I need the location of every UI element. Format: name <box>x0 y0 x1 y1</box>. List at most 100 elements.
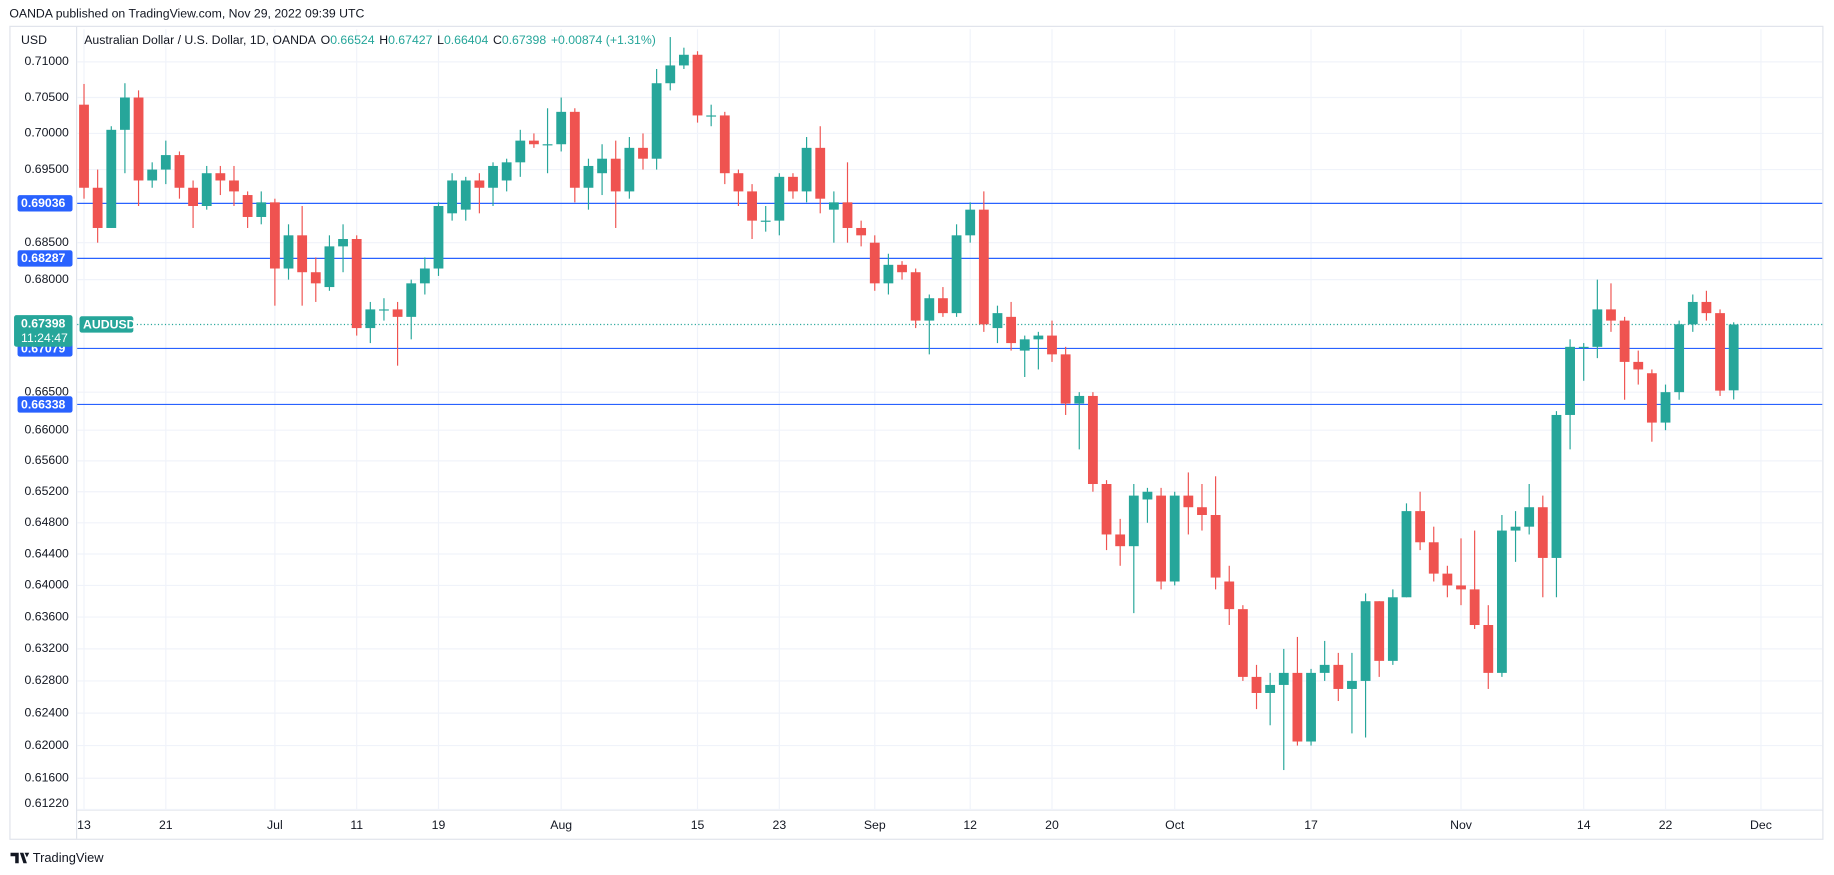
candle-body <box>447 180 458 214</box>
candle-body <box>106 129 117 228</box>
y-tick-label: 0.63600 <box>25 609 70 623</box>
candle-body <box>1551 414 1562 558</box>
candle-body <box>529 140 539 145</box>
candle-body <box>1401 511 1412 598</box>
candle-body <box>242 195 253 217</box>
y-tick-label: 0.68000 <box>25 272 70 286</box>
x-tick-label: Sep <box>864 818 886 832</box>
candle-body <box>1469 589 1480 626</box>
candle-body <box>1524 507 1535 527</box>
level-label: 0.68287 <box>21 251 66 265</box>
x-tick-label: 23 <box>773 818 787 832</box>
y-tick-label: 0.64000 <box>25 578 70 592</box>
y-tick-label: 0.64800 <box>25 515 70 529</box>
candle-body <box>1033 335 1044 340</box>
candle-body <box>1687 301 1698 325</box>
candle-body <box>978 209 989 325</box>
candle-body <box>692 54 703 116</box>
x-tick-label: 13 <box>77 818 91 832</box>
candle-body <box>1537 507 1548 558</box>
x-tick-label: 15 <box>691 818 705 832</box>
legend: Australian Dollar / U.S. Dollar, 1D, OAN… <box>84 33 656 47</box>
candle-body <box>788 176 798 192</box>
candle-body <box>460 180 471 210</box>
candle-body <box>1415 511 1426 543</box>
candle-body <box>1265 684 1276 693</box>
legend-key: L <box>437 33 444 47</box>
level-label-box <box>17 250 73 267</box>
levels-layer <box>77 202 1823 406</box>
legend-key: O <box>321 33 331 47</box>
candle-body <box>392 309 403 317</box>
candle-body <box>229 180 239 192</box>
candle-body <box>1646 373 1657 423</box>
candle-body <box>869 242 880 284</box>
candle-body <box>1578 346 1589 349</box>
x-tick-label: 17 <box>1304 818 1318 832</box>
level-label: 0.69036 <box>21 196 66 210</box>
x-tick-label: Oct <box>1165 818 1185 832</box>
candle-body <box>188 187 198 206</box>
candle-body <box>815 147 826 199</box>
y-tick-label: 0.62400 <box>25 705 70 719</box>
candle-body <box>1660 392 1671 423</box>
candle-body <box>365 309 376 329</box>
candle-body <box>747 191 757 221</box>
y-tick-label: 0.63200 <box>25 641 70 655</box>
candle-body <box>801 147 812 192</box>
x-tick-label: 11 <box>350 818 363 832</box>
candle-body <box>951 235 962 314</box>
candle-body <box>828 202 839 210</box>
y-tick-label: 0.65200 <box>25 484 70 498</box>
candle-body <box>760 220 771 222</box>
y-tick-label: 0.61600 <box>25 770 70 784</box>
x-tick-label: Aug <box>550 818 572 832</box>
candle-body <box>351 239 362 329</box>
candle-body <box>774 176 785 221</box>
candle-body <box>269 202 280 269</box>
candle-body <box>1319 664 1330 673</box>
countdown-label: 11:24:47 <box>21 331 68 345</box>
candle-body <box>719 115 730 174</box>
candle-body <box>501 162 512 181</box>
y-tick-label: 0.70000 <box>25 126 70 140</box>
candle-body <box>338 239 348 247</box>
candle-body <box>1619 320 1630 362</box>
candle-body <box>256 202 267 217</box>
candle-body <box>1278 672 1289 685</box>
candle-body <box>1483 625 1494 673</box>
candle-body <box>856 227 867 236</box>
legend-change: +0.00874 (+1.31%) <box>551 33 656 47</box>
brand-name: TradingView <box>33 850 104 865</box>
last-price-label: 0.67398 <box>21 317 66 331</box>
x-tick-label: Jul <box>267 818 283 832</box>
candle-body <box>678 54 689 66</box>
candle-body <box>965 209 976 236</box>
candle-body <box>1292 672 1303 742</box>
candle-body <box>1606 309 1616 321</box>
candle-body <box>488 165 498 188</box>
y-tick-label: 0.62000 <box>25 738 70 752</box>
candle-body <box>1006 316 1017 344</box>
candle-body <box>1251 676 1262 693</box>
candle-body <box>1060 354 1071 404</box>
candle-body <box>1128 495 1139 547</box>
candle-body <box>79 104 89 188</box>
x-tick-label: Nov <box>1450 818 1473 832</box>
candle-body <box>1428 542 1439 574</box>
candle-body <box>624 147 635 192</box>
y-tick-label: 0.68500 <box>25 235 70 249</box>
y-tick-label: 0.65600 <box>25 453 70 467</box>
y-tick-label: 0.70500 <box>25 90 70 104</box>
x-tick-label: 20 <box>1045 818 1059 832</box>
candle-body <box>515 140 526 163</box>
candle-body <box>665 65 676 84</box>
candle-body <box>297 235 308 273</box>
candle-body <box>583 165 594 188</box>
candle-body <box>597 158 607 174</box>
symbol-label: AUDUSD <box>83 317 136 331</box>
candle-body <box>733 173 744 192</box>
candle-body <box>569 111 580 188</box>
